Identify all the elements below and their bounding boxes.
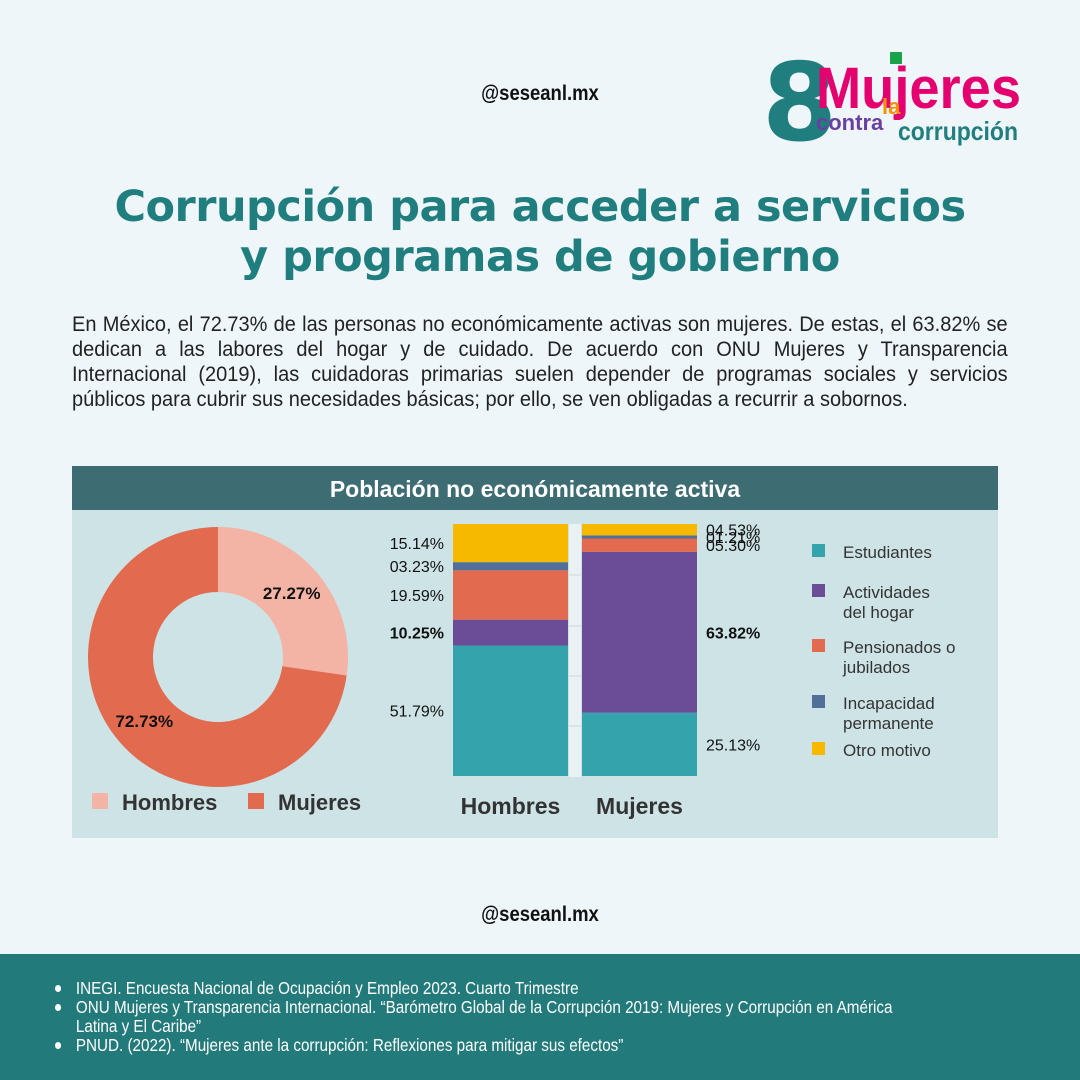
bar-value-label: 01.21% bbox=[706, 530, 760, 547]
bar-segment-mujeres-2 bbox=[582, 538, 697, 552]
sources-footer: INEGI. Encuesta Nacional de Ocupación y … bbox=[0, 954, 1080, 1080]
legend-swatch-series-4 bbox=[812, 742, 825, 755]
sources-list: INEGI. Encuesta Nacional de Ocupación y … bbox=[55, 979, 951, 1055]
legend-label-series-3: permanente bbox=[843, 714, 934, 733]
legend-label-series-2: Pensionados o bbox=[843, 638, 955, 657]
legend-swatch-series-0 bbox=[812, 544, 825, 557]
bar-segment-hombres-4 bbox=[453, 524, 568, 563]
bar-segment-hombres-2 bbox=[453, 570, 568, 620]
donut-value-label: 72.73% bbox=[115, 712, 173, 731]
legend-label-series-2: jubilados bbox=[842, 658, 910, 677]
legend-swatch-series-3 bbox=[812, 695, 825, 708]
legend-label-series-0: Estudiantes bbox=[843, 543, 932, 562]
source-item: INEGI. Encuesta Nacional de Ocupación y … bbox=[55, 979, 951, 998]
intro-paragraph: En México, el 72.73% de las personas no … bbox=[72, 312, 1008, 411]
page-title-line-1: Corrupción para acceder a servicios bbox=[114, 182, 966, 232]
page-title: Corrupción para acceder a servicios y pr… bbox=[0, 182, 1080, 282]
legend-label-series-3: Incapacidad bbox=[843, 694, 935, 713]
logo-word-corrupcion: corrupción bbox=[898, 116, 1018, 146]
legend-label-series-1: Actividades bbox=[843, 583, 930, 602]
bar-category-label: Hombres bbox=[461, 793, 561, 819]
bar-value-label: 63.82% bbox=[706, 625, 760, 642]
social-handle-top: @seseanl.mx bbox=[481, 82, 599, 105]
source-item: ONU Mujeres y Transparencia Internaciona… bbox=[55, 998, 951, 1036]
logo-number: 8 bbox=[762, 42, 837, 152]
logo-mujeres-contra-la-corrupcion: 8 Mujeres contra la corrupción bbox=[762, 42, 1021, 152]
legend-swatch-hombres bbox=[92, 793, 108, 809]
legend-swatch-series-2 bbox=[812, 639, 825, 652]
source-item-line: ONU Mujeres y Transparencia Internaciona… bbox=[75, 997, 893, 1017]
logo-word-contra: contra bbox=[816, 110, 884, 135]
bar-value-label: 10.25% bbox=[390, 626, 444, 643]
bar-value-label: 05.30% bbox=[706, 538, 760, 555]
bar-value-label: 25.13% bbox=[706, 737, 760, 754]
social-handle-bottom: @seseanl.mx bbox=[481, 903, 599, 926]
legend-label-series-4: Otro motivo bbox=[843, 741, 931, 760]
logo-word-la: la bbox=[882, 94, 901, 119]
bar-value-label: 51.79% bbox=[390, 704, 444, 721]
chart-panel: Población no económicamente activa 27.27… bbox=[72, 466, 998, 838]
legend-label-mujeres: Mujeres bbox=[278, 790, 361, 815]
bar-divider bbox=[569, 524, 581, 777]
bar-value-label: 03.23% bbox=[390, 559, 444, 576]
charts-canvas: 27.27% 72.73% Hombres Mujeres 51.79% 10.25% 19… bbox=[88, 523, 955, 819]
logo-word-mujeres: Mujeres bbox=[816, 56, 1021, 121]
bar-value-label: 15.14% bbox=[390, 536, 444, 553]
bar-segment-mujeres-0 bbox=[582, 712, 697, 776]
bar-value-label: 19.59% bbox=[390, 588, 444, 605]
source-item: PNUD. (2022). “Mujeres ante la corrupció… bbox=[55, 1036, 951, 1055]
bar-segment-mujeres-4 bbox=[582, 524, 697, 536]
bar-segment-hombres-0 bbox=[453, 645, 568, 776]
bar-segment-hombres-3 bbox=[453, 562, 568, 571]
source-item-line: Latina y El Caribe” bbox=[75, 1016, 202, 1036]
donut-slice-hombres bbox=[218, 527, 348, 676]
panel-title: Población no económicamente activa bbox=[72, 466, 998, 510]
donut-value-label: 27.27% bbox=[263, 584, 321, 603]
bar-segment-mujeres-1 bbox=[582, 551, 697, 713]
legend-swatch-mujeres bbox=[248, 793, 264, 809]
page-title-line-2: y programas de gobierno bbox=[240, 232, 840, 282]
source-item-line: PNUD. (2022). “Mujeres ante la corrupció… bbox=[75, 1035, 624, 1055]
bar-category-label: Mujeres bbox=[596, 793, 683, 819]
legend-label-series-1: del hogar bbox=[843, 603, 914, 622]
source-item-line: INEGI. Encuesta Nacional de Ocupación y … bbox=[75, 978, 579, 998]
legend-swatch-series-1 bbox=[812, 584, 825, 597]
bar-segment-hombres-1 bbox=[453, 619, 568, 646]
legend-label-hombres: Hombres bbox=[122, 790, 217, 815]
bar-value-label: 04.53% bbox=[706, 523, 760, 540]
bar-segment-mujeres-3 bbox=[582, 535, 697, 539]
donut-slice-mujeres bbox=[88, 527, 347, 787]
